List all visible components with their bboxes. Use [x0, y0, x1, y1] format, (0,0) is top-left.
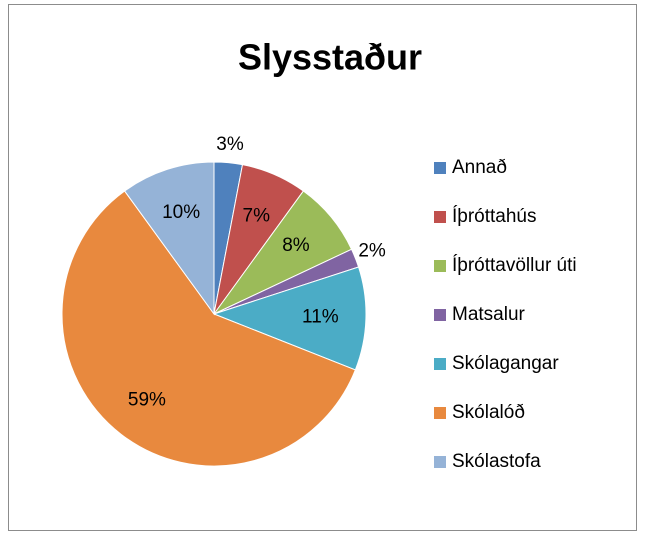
- legend-label: Skólalóð: [452, 402, 525, 423]
- data-label: 11%: [302, 306, 339, 327]
- legend-swatch: [434, 358, 446, 370]
- chart-title: Slysstaður: [238, 37, 422, 78]
- legend-label: Annað: [452, 157, 507, 178]
- legend-swatch: [434, 309, 446, 321]
- legend-label: Íþróttahús: [452, 206, 537, 227]
- legend-swatch: [434, 260, 446, 272]
- data-label: 3%: [216, 134, 244, 155]
- data-label: 8%: [282, 235, 310, 256]
- data-label: 7%: [243, 205, 271, 226]
- legend-label: Íþróttavöllur úti: [452, 255, 577, 276]
- legend-swatch: [434, 162, 446, 174]
- pie-slice: [61, 190, 356, 467]
- data-label: 59%: [128, 389, 166, 410]
- data-label: 10%: [162, 202, 200, 223]
- legend-swatch: [434, 407, 446, 419]
- legend-label: Matsalur: [452, 304, 526, 325]
- legend-label: Skólagangar: [452, 353, 559, 374]
- legend-swatch: [434, 211, 446, 223]
- legend-swatch: [434, 456, 446, 468]
- data-label: 2%: [358, 240, 386, 261]
- pie-slice: [212, 266, 367, 371]
- pie-slice: [123, 161, 215, 316]
- legend-label: Skólastofa: [452, 451, 541, 472]
